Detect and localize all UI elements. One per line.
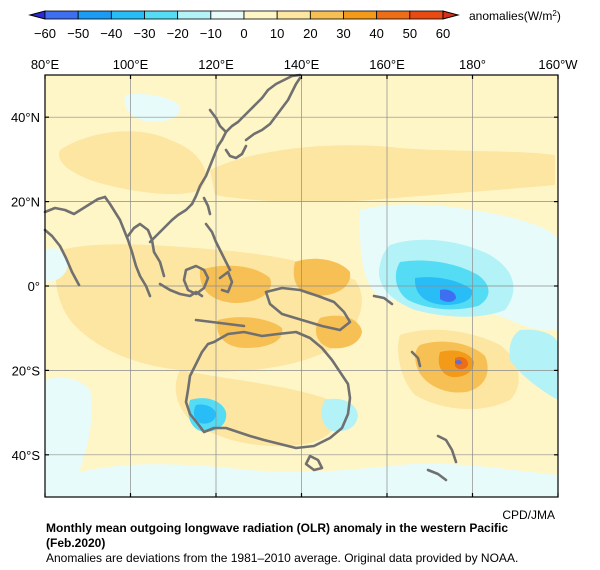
lon-label: 140°E	[284, 57, 320, 72]
colorbar-tick-label: −30	[133, 26, 155, 41]
colorbar-bin	[177, 10, 212, 20]
coastline-australia	[184, 330, 352, 450]
credit-label: CPD/JMA	[502, 508, 555, 522]
figure-title-line1: Monthly mean outgoing longwave radiation…	[46, 521, 509, 535]
lat-label: 40°S	[12, 448, 41, 463]
colorbar-tick-label: 50	[403, 26, 417, 41]
colorbar-bin	[409, 10, 444, 20]
figure-title-line2: (Feb.2020)	[46, 536, 106, 550]
colorbar-tick-label: −40	[100, 26, 122, 41]
coastline-north-china	[220, 73, 302, 142]
colorbar-high-arrow	[442, 10, 460, 20]
colorbar-tick-label: 20	[303, 26, 317, 41]
coastline-new-zealand-north	[436, 434, 458, 464]
coastline-malay-peninsula	[126, 222, 166, 278]
negative-anomaly-region	[193, 404, 216, 424]
colorbar: −60 −50 −40 −30 −20 −10 0 10 20 30 40 50 60 anomalie…	[28, 9, 561, 41]
colorbar-bin	[343, 10, 378, 20]
colorbar-bin	[110, 10, 145, 20]
positive-anomaly-region	[315, 315, 362, 349]
colorbar-tick-label: −10	[200, 26, 222, 41]
colorbar-tick-label: 0	[240, 26, 247, 41]
coastline-indochina	[103, 195, 152, 298]
map-panel: 80°E 100°E 120°E 140°E 160°E 180° 160°W 40°N 20…	[11, 57, 578, 498]
coastline-new-zealand-south	[426, 468, 448, 482]
coastline-tasmania	[304, 454, 324, 472]
figure-note: Anomalies are deviations from the 1981–2…	[46, 551, 519, 565]
positive-anomaly-region	[55, 244, 362, 372]
colorbar-tick-label: 30	[336, 26, 350, 41]
coastline-sulawesi	[218, 270, 234, 294]
colorbar-bin	[44, 10, 79, 20]
colorbar-low-arrow	[28, 10, 46, 20]
coastline-borneo	[182, 264, 210, 296]
negative-anomaly-region	[509, 329, 558, 400]
lon-label: 180°	[459, 57, 486, 72]
positive-anomaly-region	[59, 131, 206, 195]
coastline-japan	[244, 76, 302, 142]
coastline-philippines	[204, 222, 232, 272]
lat-label: 0°	[28, 279, 40, 294]
coastline-vanuatu	[410, 350, 422, 368]
coastline-java	[194, 318, 246, 328]
positive-anomaly-region	[293, 258, 351, 296]
colorbar-tick-label: 40	[369, 26, 383, 41]
positive-anomaly-region	[199, 265, 271, 303]
coastline-new-guinea	[264, 286, 352, 332]
colorbar-tick-label: −60	[34, 26, 56, 41]
negative-anomaly-region	[124, 94, 181, 122]
coastline-south-china	[148, 202, 194, 244]
colorbar-tick-label: 10	[270, 26, 284, 41]
lon-label: 160°E	[369, 57, 405, 72]
lat-label: 20°N	[11, 195, 40, 210]
colorbar-bin	[210, 10, 245, 20]
lat-label: 40°N	[11, 110, 40, 125]
units-label: anomalies(W/m2)	[469, 9, 561, 24]
colorbar-bin	[309, 10, 344, 20]
coastline-japan-south	[224, 144, 248, 160]
colorbar-bin	[144, 10, 179, 20]
colorbar-bin	[77, 10, 112, 20]
colorbar-tick-label: −50	[67, 26, 89, 41]
coastline-solomon-islands	[372, 294, 394, 306]
negative-anomaly-region	[440, 289, 456, 302]
coastlines	[43, 73, 458, 482]
coastline-taiwan	[202, 196, 212, 216]
coastline-india-north	[43, 195, 107, 216]
colorbar-bin	[276, 10, 311, 20]
negative-anomaly-region	[45, 248, 68, 282]
positive-anomaly-region	[210, 145, 555, 203]
graticule	[45, 75, 558, 497]
lon-label: 120°E	[198, 57, 234, 72]
colorbar-bin	[243, 10, 278, 20]
anomaly-peak-marker	[455, 359, 462, 365]
lon-label: 80°E	[31, 57, 60, 72]
colorbar-tick-label: 60	[436, 26, 450, 41]
coastline-korea	[208, 108, 228, 134]
lat-label: 20°S	[12, 363, 41, 378]
coastline-india	[43, 228, 81, 287]
lon-label: 100°E	[113, 57, 149, 72]
colorbar-tick-label: −20	[167, 26, 189, 41]
colorbar-bin	[376, 10, 411, 20]
lon-label: 160°W	[538, 57, 578, 72]
negative-anomaly-region	[45, 377, 92, 497]
coastline-china-east	[190, 138, 224, 206]
